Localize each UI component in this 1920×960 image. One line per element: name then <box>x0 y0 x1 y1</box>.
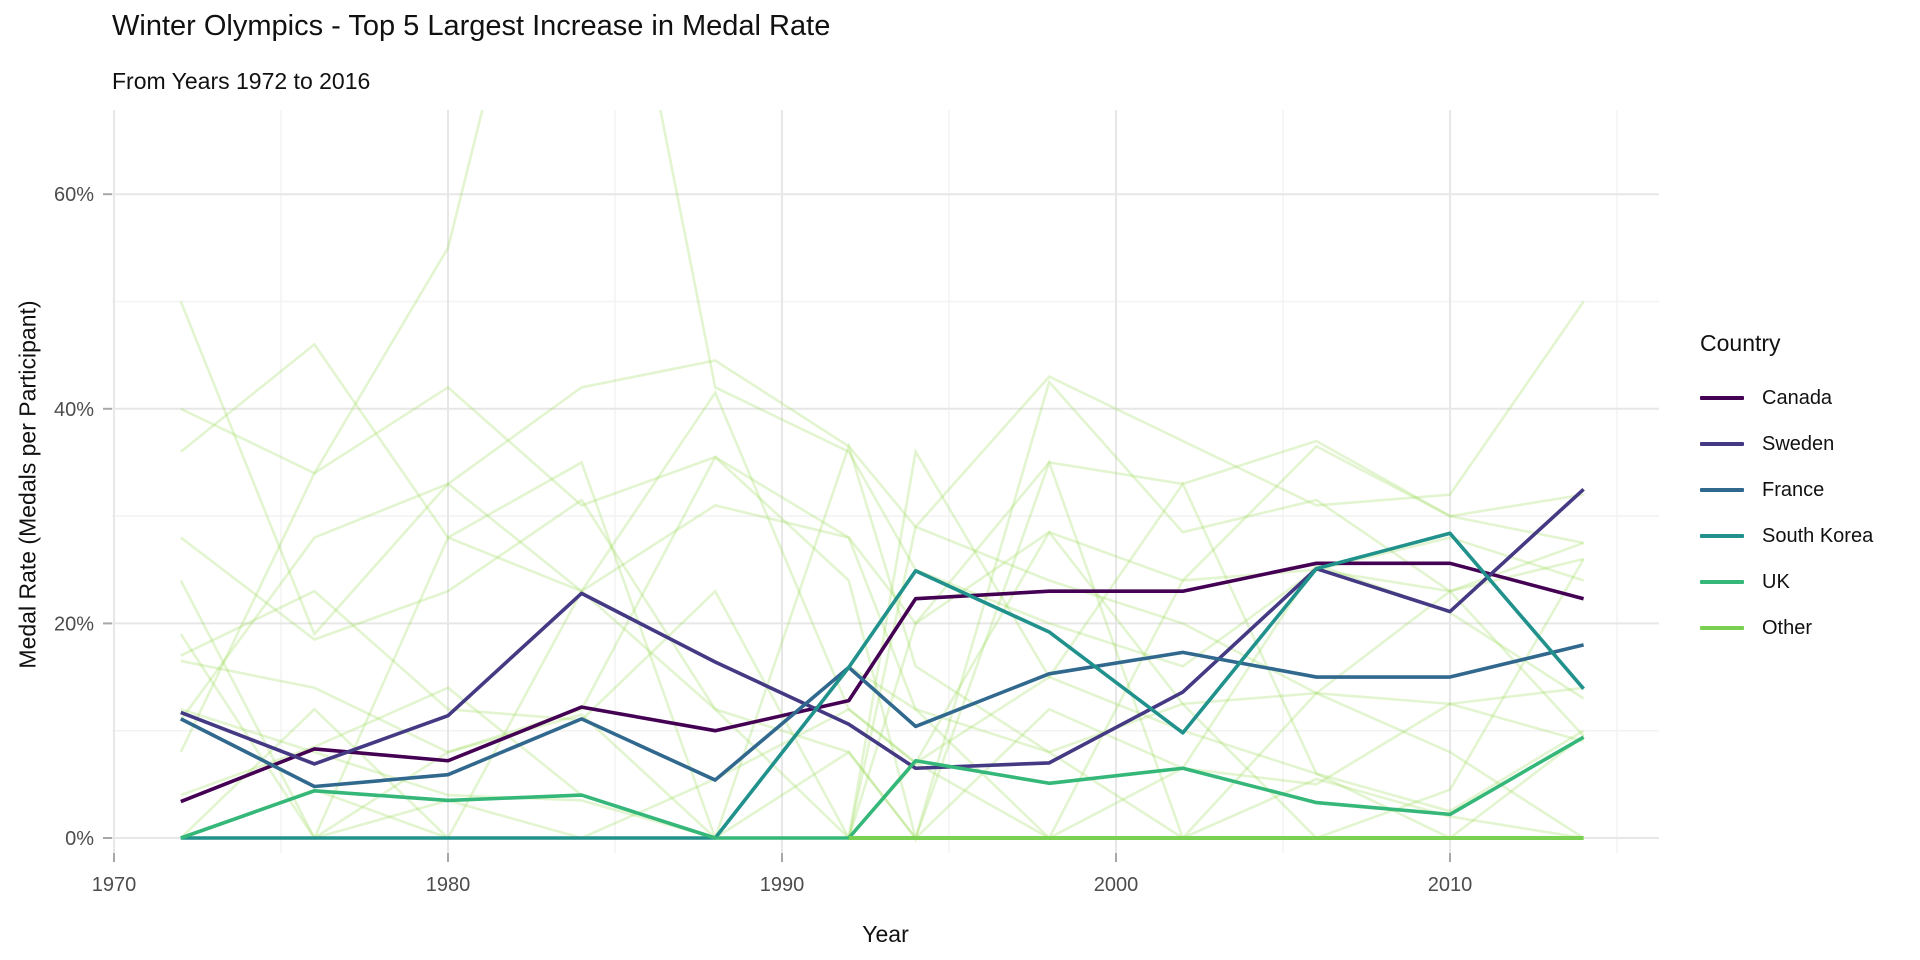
legend-key-canada <box>1700 396 1744 400</box>
series-line-sweden <box>180 487 1585 771</box>
background-line-15 <box>179 448 1585 840</box>
legend: Country Canada Sweden France South Korea UK O… <box>1700 330 1873 651</box>
x-tick-label: 1990 <box>760 874 805 896</box>
background-line-14 <box>179 458 1585 841</box>
background-line-5 <box>179 460 1584 841</box>
legend-label-france: France <box>1762 478 1825 501</box>
series-line-france <box>179 643 1585 789</box>
legend-label-canada: Canada <box>1762 386 1833 409</box>
background-line-10 <box>180 442 1584 840</box>
series-line-south-korea <box>180 531 1585 840</box>
y-tick-label: 20% <box>54 613 94 635</box>
y-axis-title: Medal Rate (Medals per Participant) <box>14 300 41 669</box>
background-line-12 <box>180 530 1585 840</box>
background-line-7 <box>180 702 1584 840</box>
x-tick-label: 2000 <box>1094 874 1139 896</box>
legend-key-sweden <box>1700 442 1744 446</box>
legend-item-other: Other <box>1700 605 1873 651</box>
legend-label-south-korea: South Korea <box>1762 524 1874 547</box>
background-lines <box>179 110 1585 843</box>
legend-item-sweden: Sweden <box>1700 421 1873 467</box>
legend-key-france <box>1700 488 1744 492</box>
legend-item-canada: Canada <box>1700 375 1873 421</box>
legend-items: Canada Sweden France South Korea UK Other <box>1700 375 1873 651</box>
chart-subtitle: From Years 1972 to 2016 <box>112 68 371 94</box>
legend-key-uk <box>1700 580 1744 584</box>
legend-item-uk: UK <box>1700 559 1873 605</box>
series-line-uk <box>180 735 1585 840</box>
background-line-3 <box>179 342 1584 765</box>
legend-label-sweden: Sweden <box>1762 432 1835 455</box>
legend-item-france: France <box>1700 467 1873 513</box>
background-line-1 <box>179 300 1585 637</box>
axis-ticks <box>103 193 1451 862</box>
y-tick-label: 60% <box>54 184 94 206</box>
x-tick-label: 1970 <box>92 874 137 896</box>
y-tick-label: 40% <box>54 399 94 421</box>
legend-key-other <box>1700 626 1744 630</box>
background-line-9 <box>180 562 1585 840</box>
x-tick-label: 2010 <box>1428 874 1473 896</box>
series-lines <box>179 487 1585 840</box>
axis-tick-labels: 1970 1980 1990 2000 2010 0% 20% 40% 60% <box>54 184 1472 896</box>
background-line-2 <box>180 385 1584 626</box>
x-tick-label: 1980 <box>426 874 471 896</box>
x-axis-title: Year <box>862 921 909 947</box>
legend-item-south-korea: South Korea <box>1700 513 1873 559</box>
chart-title: Winter Olympics - Top 5 Largest Increase… <box>112 10 831 42</box>
background-line-13 <box>179 444 1584 841</box>
background-line-11 <box>180 379 1585 843</box>
legend-key-south-korea <box>1700 534 1744 538</box>
legend-label-uk: UK <box>1762 570 1790 593</box>
legend-title: Country <box>1700 330 1781 356</box>
gridlines-minor <box>112 110 1659 853</box>
y-tick-label: 0% <box>65 828 94 850</box>
legend-label-other: Other <box>1762 616 1813 639</box>
